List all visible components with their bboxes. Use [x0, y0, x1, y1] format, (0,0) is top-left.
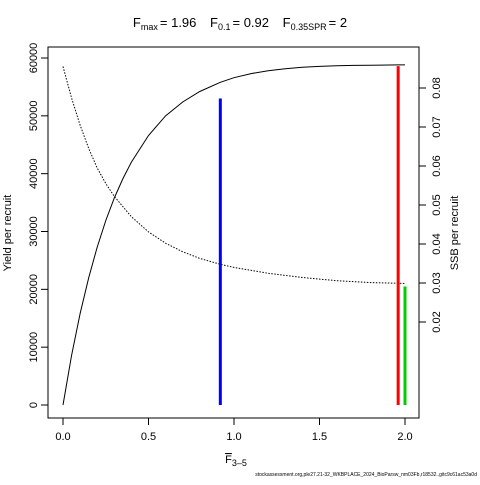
x-tick-label: 1.0: [226, 431, 241, 443]
title-fmax-value: = 1.96: [160, 15, 197, 30]
title-fspr-value: = 2: [329, 15, 347, 30]
x-tick-label: 0.0: [55, 431, 70, 443]
x-axis-label-sub: 3–5: [232, 458, 247, 468]
y-axis-left: 0 10000 20000 30000 40000 50000 60000: [28, 43, 48, 408]
y-left-tick-label: 60000: [28, 43, 40, 74]
y-right-tick-label: 0.04: [431, 233, 443, 254]
series-layer: [62, 64, 406, 406]
y-right-tick-label: 0.02: [431, 311, 443, 332]
title-fmax-symbol: F: [133, 15, 141, 30]
yield-per-recruit-line: [62, 64, 405, 406]
y-axis-right: 0.02 0.03 0.04 0.05 0.06 0.07 0.08: [419, 77, 443, 333]
title-f01-symbol: F: [210, 15, 218, 30]
x-tick-label: 2.0: [397, 431, 412, 443]
title-fmax-sub: max: [141, 22, 159, 32]
x-axis-label: F3–5: [225, 454, 247, 468]
chart-title: Fmax = 1.96 F0.1 = 0.92 F0.35SPR = 2: [133, 15, 347, 32]
y-left-tick-label: 20000: [28, 274, 40, 305]
y-axis-left-label: Yield per recruit: [2, 195, 14, 272]
y-left-tick-label: 0: [28, 402, 40, 408]
title-fspr-symbol: F: [283, 15, 291, 30]
title-f01-sub: 0.1: [218, 22, 231, 32]
title-fspr-sub: 0.35SPR: [291, 22, 328, 32]
title-f01-value: = 0.92: [233, 15, 270, 30]
y-right-tick-label: 0.06: [431, 155, 443, 176]
y-right-tick-label: 0.05: [431, 194, 443, 215]
x-axis-label-symbol: F: [225, 454, 232, 466]
y-right-tick-label: 0.03: [431, 272, 443, 293]
y-left-tick-label: 50000: [28, 101, 40, 132]
footer-source: stockassessment.org,ple27.21-32_WKBPLACE…: [255, 472, 477, 478]
y-left-tick-label: 40000: [28, 158, 40, 189]
y-right-tick-label: 0.08: [431, 77, 443, 98]
plot-frame: [47, 46, 420, 419]
x-tick-label: 1.5: [312, 431, 327, 443]
reference-lines: [218, 66, 407, 405]
ssb-per-recruit-line: [62, 66, 406, 284]
y-left-tick-label: 10000: [28, 332, 40, 363]
x-tick-label: 0.5: [141, 431, 156, 443]
x-axis: 0.0 0.5 1.0 1.5 2.0: [55, 418, 413, 443]
y-left-tick-label: 30000: [28, 216, 40, 247]
y-right-tick-label: 0.07: [431, 116, 443, 137]
y-axis-right-label: SSB per recruit: [449, 196, 461, 271]
